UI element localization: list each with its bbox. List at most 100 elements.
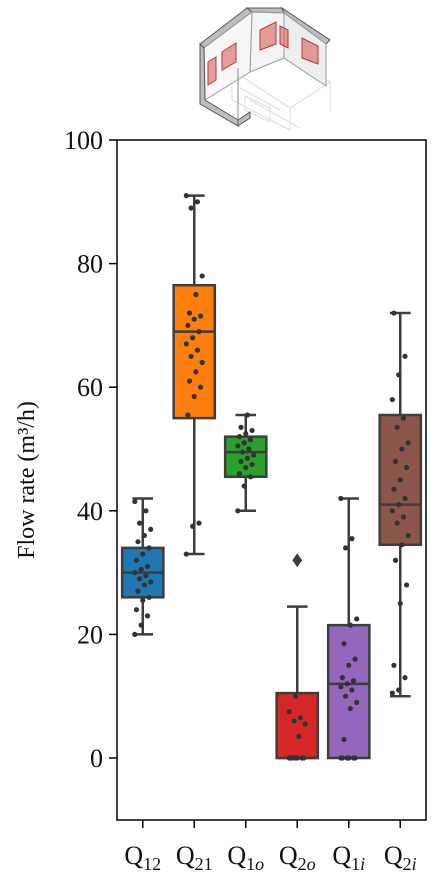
data-point [394, 424, 400, 430]
data-point [239, 449, 246, 455]
data-point [342, 693, 349, 699]
data-point [143, 508, 149, 514]
data-point [244, 412, 250, 418]
x-axis: Q12 Q21 Q1o Q2o Q1i Q2i [124, 820, 417, 874]
data-point [193, 369, 199, 375]
data-point [146, 594, 152, 600]
x-tick-label: Q2o [279, 841, 316, 874]
data-point [403, 464, 410, 471]
data-point [339, 755, 346, 761]
data-point [402, 495, 408, 502]
data-point [185, 322, 191, 328]
data-point [199, 273, 205, 279]
data-point [141, 582, 147, 588]
data-point [196, 520, 202, 526]
x-tick-label: Q21 [176, 841, 213, 874]
data-point [354, 616, 360, 622]
data-point [352, 656, 358, 662]
data-point [349, 687, 355, 693]
x-tick-label: Q2i [384, 841, 417, 874]
data-point [350, 678, 357, 684]
data-point [405, 440, 411, 446]
data-point [148, 579, 154, 585]
data-point [144, 613, 151, 619]
data-point [186, 310, 193, 316]
data-point [297, 715, 304, 721]
data-point [133, 557, 140, 563]
data-point [346, 662, 352, 668]
data-point [190, 523, 196, 529]
data-point [354, 699, 360, 705]
data-point [403, 582, 410, 588]
data-point [148, 526, 154, 532]
box-group [120, 497, 165, 638]
x-tick-label: Q1i [332, 841, 365, 874]
y-tick-label: 0 [90, 744, 103, 773]
data-point [352, 755, 358, 761]
data-point [194, 199, 201, 205]
data-point [197, 313, 204, 319]
data-point [238, 424, 244, 430]
data-point [191, 316, 197, 322]
data-point [247, 474, 254, 480]
data-point [391, 662, 397, 668]
data-point [241, 440, 247, 446]
data-point [236, 434, 243, 440]
plot-frame [116, 139, 427, 821]
data-point [191, 393, 197, 400]
data-point [183, 193, 189, 199]
data-point [135, 539, 141, 545]
y-axis-title: Flow rate (m³/h) [14, 401, 40, 559]
data-point [346, 755, 352, 761]
data-point [185, 412, 191, 418]
box-series [120, 193, 423, 761]
data-point [199, 359, 205, 366]
x-tick-label: Q1o [227, 841, 264, 874]
data-point [294, 755, 300, 761]
data-point [188, 205, 194, 211]
data-point [243, 430, 249, 437]
data-point [342, 545, 349, 551]
data-point [138, 622, 144, 628]
data-point [186, 378, 193, 384]
data-point [389, 690, 395, 696]
data-point [349, 536, 355, 542]
data-point [249, 461, 255, 468]
data-point [135, 588, 141, 594]
data-point [389, 396, 395, 403]
room-thumbnail-illustration [199, 6, 331, 131]
data-point [193, 291, 199, 298]
data-point [338, 495, 344, 502]
y-tick-label: 80 [77, 250, 103, 279]
data-point [132, 498, 138, 505]
data-point [389, 508, 395, 514]
data-point [289, 755, 296, 761]
box-iqr [275, 691, 320, 760]
data-point [392, 458, 399, 464]
data-point [402, 675, 408, 681]
y-axis: 0 20 40 60 80 100 [64, 126, 117, 773]
box-group [223, 412, 268, 514]
data-point [347, 622, 353, 628]
data-point [293, 693, 299, 699]
data-point [146, 545, 152, 551]
data-point [391, 486, 397, 492]
data-point [397, 477, 403, 483]
data-point [136, 520, 143, 526]
data-point [300, 755, 307, 761]
data-point [246, 446, 252, 452]
data-point [249, 427, 255, 434]
data-point [143, 573, 149, 579]
data-point [399, 542, 405, 548]
box-group [275, 553, 320, 761]
data-point [405, 532, 411, 539]
data-point [196, 328, 202, 335]
y-tick-label: 100 [64, 126, 103, 155]
data-point [236, 471, 243, 477]
y-tick-label: 60 [77, 373, 103, 402]
box-group [326, 495, 371, 761]
data-point [302, 721, 308, 727]
data-point [291, 718, 297, 724]
data-point [392, 557, 399, 563]
